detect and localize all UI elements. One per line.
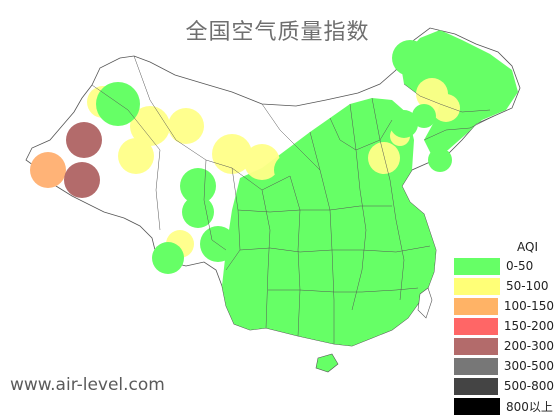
legend-swatch [454, 377, 498, 395]
site-credit: www.air-level.com [10, 375, 165, 395]
aqi-bubbles-unhealthy [64, 122, 102, 198]
aqi-bubbles-moderate [87, 78, 460, 258]
map-title: 全国空气质量指数 [185, 20, 370, 45]
legend-label: 800以上 [506, 399, 553, 414]
legend-item: 500-800 [454, 376, 554, 396]
legend-item: 800以上 [454, 396, 554, 416]
aqi-bubbles-good [96, 40, 452, 274]
aqi-region-northeast [400, 30, 518, 156]
legend-item: 0-50 [454, 256, 554, 276]
legend-swatch [454, 357, 498, 375]
legend-swatch [454, 257, 500, 275]
province-borders [91, 55, 495, 344]
legend-swatch [454, 337, 498, 355]
legend-label: 300-500 [503, 359, 554, 373]
legend-label: 50-100 [506, 279, 549, 293]
legend-swatch [454, 297, 498, 315]
legend-label: 150-200 [503, 319, 554, 333]
legend-label: 200-300 [503, 339, 554, 353]
legend-label: 0-50 [506, 259, 534, 273]
legend-item: 150-200 [454, 316, 554, 336]
legend-swatch [454, 397, 500, 415]
aqi-legend: AQI 0-50 50-100 100-150 150-200 200-300 … [454, 238, 554, 416]
legend-title: AQI [517, 240, 538, 254]
legend-swatch [454, 317, 498, 335]
legend-label: 100-150 [503, 299, 554, 313]
legend-item: 50-100 [454, 276, 554, 296]
legend-item: 300-500 [454, 356, 554, 376]
island-hainan [315, 353, 339, 373]
china-aqi-map [25, 27, 521, 373]
island-taiwan [417, 287, 433, 319]
legend-swatch [454, 277, 500, 295]
legend-item: 200-300 [454, 336, 554, 356]
aqi-bubble-sensitive [30, 152, 66, 188]
legend-item: 100-150 [454, 296, 554, 316]
legend-label: 500-800 [503, 379, 554, 393]
